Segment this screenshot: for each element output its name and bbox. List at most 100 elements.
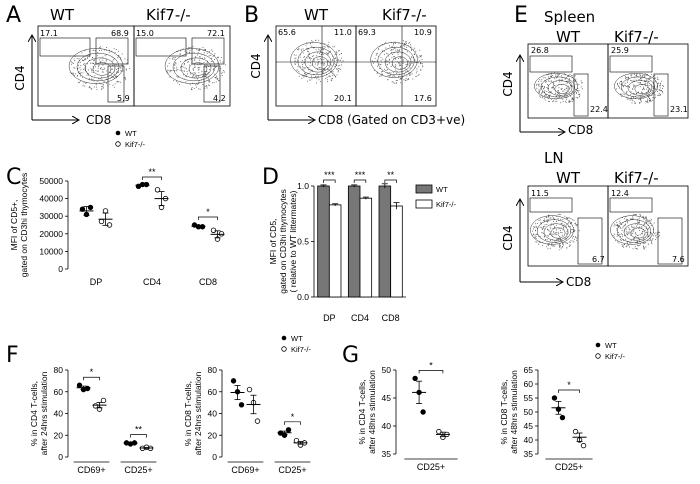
density-dot [626, 218, 628, 220]
density-dot [172, 57, 173, 59]
density-dot [310, 59, 312, 61]
density-dot [643, 246, 645, 248]
panel-e-ln-y-label: CD4 [501, 225, 515, 250]
density-dot [395, 66, 396, 68]
density-dot [652, 239, 654, 241]
density-dot [92, 72, 94, 73]
G2-y-tick-label: 65 [524, 365, 534, 375]
density-dot [196, 78, 198, 80]
density-dot [204, 66, 205, 68]
density-dot [90, 67, 92, 69]
density-dot [659, 85, 660, 87]
density-dot [560, 88, 562, 90]
density-dot [108, 51, 110, 53]
density-dot [418, 56, 420, 58]
density-dot [204, 74, 206, 76]
density-dot [567, 223, 569, 225]
density-dot [185, 75, 186, 77]
density-dot [88, 56, 90, 58]
density-dot [391, 57, 393, 59]
density-dot [187, 61, 189, 63]
panel-e-spleen-title: Spleen [544, 8, 595, 26]
density-dot [654, 94, 656, 96]
density-dot [184, 59, 186, 61]
density-dot [405, 79, 407, 81]
density-dot [121, 53, 123, 55]
density-dot [386, 52, 388, 54]
F2-sig-label: * [291, 412, 295, 422]
density-dot [629, 99, 631, 101]
density-dot [640, 100, 642, 101]
density-dot [398, 61, 400, 63]
panel-a-plot-wt [37, 25, 135, 107]
density-dot [564, 88, 566, 90]
density-dot [632, 232, 634, 234]
density-dot [558, 243, 560, 245]
density-dot [379, 75, 381, 77]
density-dot [89, 85, 91, 87]
density-dot [380, 64, 382, 66]
density-dot [645, 93, 647, 94]
density-dot [573, 241, 575, 243]
density-dot [652, 92, 654, 94]
density-dot [535, 233, 537, 235]
density-dot [387, 75, 389, 76]
density-dot [553, 231, 555, 233]
density-dot [628, 85, 630, 87]
density-dot [649, 98, 651, 100]
density-dot [101, 76, 103, 78]
density-dot [313, 55, 315, 57]
G2-y-label: after 48hrs stimulation [509, 370, 519, 454]
density-dot [560, 79, 562, 81]
density-dot [205, 70, 207, 72]
density-dot [217, 62, 219, 64]
density-dot [399, 78, 401, 80]
density-dot [206, 71, 208, 73]
density-dot [323, 64, 325, 66]
density-dot [550, 224, 552, 226]
density-dot [199, 88, 201, 90]
density-dot [181, 66, 183, 68]
density-dot [635, 231, 637, 233]
panel-label-a: A [6, 3, 21, 28]
D-bar-wt [317, 185, 330, 298]
density-dot [376, 65, 378, 67]
density-dot [212, 82, 214, 84]
density-dot [327, 69, 329, 71]
density-dot [315, 39, 317, 41]
density-dot [628, 79, 629, 81]
density-dot [555, 224, 557, 226]
density-dot [655, 239, 657, 241]
F2-y-tick-label: 0 [212, 452, 217, 462]
density-dot [89, 50, 90, 52]
density-cloud [68, 46, 131, 90]
panel-a-title-ko: Kif7-/- [146, 6, 191, 24]
density-dot [399, 63, 401, 65]
density-dot [643, 86, 644, 88]
density-dot [394, 43, 396, 44]
C-y-label: gated on CD3hi thymocytes [19, 173, 29, 277]
density-dot [196, 64, 198, 66]
density-dot [654, 97, 656, 99]
density-dot [547, 220, 549, 222]
panel-label-g: G [342, 343, 359, 368]
density-contour [534, 72, 578, 100]
density-dot [558, 94, 560, 96]
F1-y-tick-label: 20 [54, 430, 64, 440]
density-dot [208, 84, 210, 86]
density-dot [639, 229, 640, 231]
density-dot [627, 85, 629, 87]
density-dot [572, 79, 574, 81]
density-dot [90, 78, 92, 80]
density-dot [323, 69, 325, 71]
density-dot [406, 70, 408, 72]
density-dot [391, 76, 393, 78]
density-dot [625, 238, 627, 240]
density-dot [409, 67, 411, 69]
density-dot [646, 79, 648, 81]
density-dot [662, 92, 664, 94]
density-dot [544, 226, 546, 227]
density-dot [614, 223, 616, 225]
panel-e-spleen-x-label: CD8 [568, 123, 593, 137]
density-dot [173, 57, 175, 59]
